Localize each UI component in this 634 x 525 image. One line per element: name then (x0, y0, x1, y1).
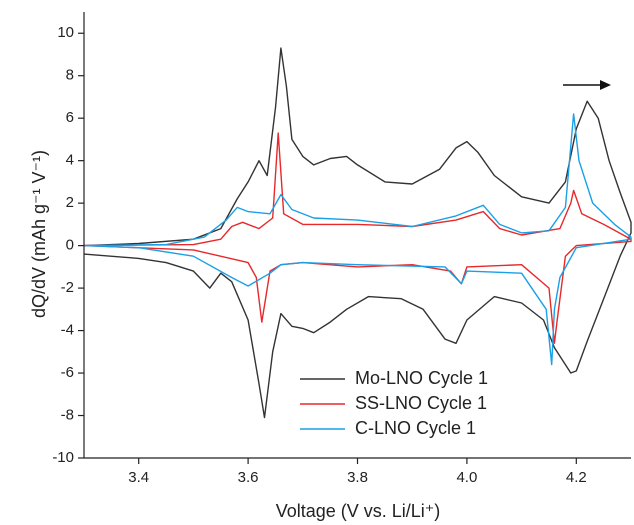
y-tick-label: 8 (66, 67, 74, 84)
y-tick-label: 4 (66, 152, 74, 169)
x-tick-label: 3.6 (238, 469, 259, 486)
y-axis-label: dQ/dV (mAh g⁻¹ V⁻¹) (29, 150, 49, 318)
y-tick-label: -6 (61, 364, 74, 381)
y-tick-label: -8 (61, 406, 74, 423)
legend-label: C-LNO Cycle 1 (355, 418, 476, 438)
x-tick-label: 4.2 (566, 469, 587, 486)
x-tick-label: 4.0 (456, 469, 477, 486)
data-line (83, 113, 632, 366)
x-axis-label: Voltage (V vs. Li/Li⁺) (276, 501, 441, 521)
y-tick-label: 0 (66, 237, 74, 254)
legend-label: SS-LNO Cycle 1 (355, 393, 487, 413)
y-tick-label: -2 (61, 279, 74, 296)
y-tick-label: -10 (52, 449, 74, 466)
y-tick-label: 10 (57, 24, 74, 41)
data-line (83, 47, 632, 419)
y-tick-label: 2 (66, 194, 74, 211)
legend-label: Mo-LNO Cycle 1 (355, 368, 488, 388)
y-tick-label: 6 (66, 109, 74, 126)
x-tick-label: 3.4 (128, 469, 149, 486)
y-tick-label: -4 (61, 322, 74, 339)
direction-arrow (563, 80, 611, 90)
x-tick-label: 3.8 (347, 469, 368, 486)
